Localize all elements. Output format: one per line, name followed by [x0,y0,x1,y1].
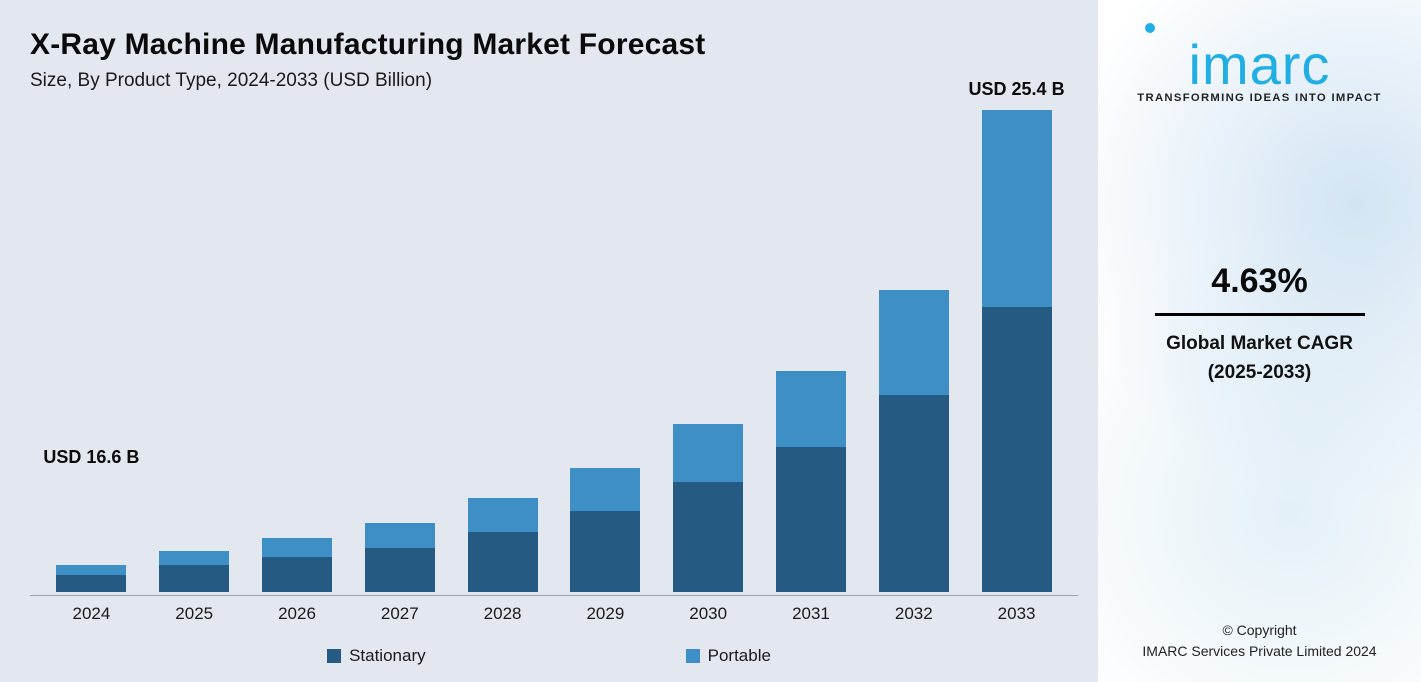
cagr-value: 4.63% [1098,262,1421,301]
bar-callout: USD 25.4 B [969,79,1065,100]
side-panel: imarc TRANSFORMING IDEAS INTO IMPACT 4.6… [1098,0,1421,682]
copyright-line1: © Copyright [1098,620,1421,641]
x-tick: 2025 [143,604,246,624]
legend-label-stationary: Stationary [349,646,426,666]
bar [262,431,332,592]
cagr-block: 4.63% Global Market CAGR (2025-2033) [1098,262,1421,387]
bar-segment-stationary [159,565,229,592]
bar [468,379,538,592]
bar-segment-stationary [982,307,1052,592]
x-tick: 2024 [40,604,143,624]
copyright: © Copyright IMARC Services Private Limit… [1098,620,1421,662]
cagr-label-2: (2025-2033) [1098,359,1421,388]
x-tick: 2032 [862,604,965,624]
bar-segment-portable [982,110,1052,307]
bar-slot [451,110,554,592]
bar [365,410,435,592]
bar-segment-portable [776,371,846,447]
bar [159,452,229,592]
bar [879,211,949,592]
bar-slot [554,110,657,592]
x-tick: 2033 [965,604,1068,624]
chart-subtitle: Size, By Product Type, 2024-2033 (USD Bi… [30,70,1078,92]
bar-segment-portable [159,551,229,565]
bar-slot [657,110,760,592]
bar-segment-stationary [262,557,332,592]
bar-segment-portable [365,523,435,547]
cagr-label-1: Global Market CAGR [1098,330,1421,359]
bar-segment-stationary [56,575,126,592]
bar-segment-portable [673,424,743,482]
bar-segment-stationary [673,482,743,592]
x-tick: 2030 [657,604,760,624]
bar-slot [348,110,451,592]
bar [56,478,126,592]
legend: Stationary Portable [0,646,1098,666]
x-tick: 2026 [246,604,349,624]
logo-tagline: TRANSFORMING IDEAS INTO IMPACT [1098,92,1421,104]
cagr-rule [1155,313,1365,316]
bar-slot: USD 25.4 B [965,110,1068,592]
bar [982,110,1052,592]
logo-text: imarc [1098,40,1421,90]
bar-slot [143,110,246,592]
legend-label-portable: Portable [708,646,771,666]
bar-segment-portable [262,538,332,557]
chart-title: X-Ray Machine Manufacturing Market Forec… [30,28,1078,62]
logo-dot-icon [1145,23,1155,33]
bar-slot [862,110,965,592]
bar-callout: USD 16.6 B [43,447,139,468]
legend-item-portable: Portable [686,646,771,666]
legend-swatch-portable [686,649,700,663]
bar-segment-portable [570,468,640,511]
bar-segment-portable [879,290,949,395]
bar-segment-portable [468,498,538,531]
bar-segment-stationary [776,447,846,592]
bar-segment-stationary [570,511,640,592]
x-tick: 2027 [348,604,451,624]
bar [673,307,743,592]
x-axis: 2024202520262027202820292030203120322033 [30,595,1078,624]
bar [570,347,640,592]
bar-segment-stationary [365,548,435,592]
bar [776,266,846,592]
plot-area: USD 16.6 B USD 25.4 B [30,110,1078,592]
x-tick: 2028 [451,604,554,624]
copyright-line2: IMARC Services Private Limited 2024 [1098,641,1421,662]
bar-segment-stationary [468,532,538,592]
bar-segment-portable [56,565,126,574]
bar-container: USD 16.6 B USD 25.4 B [30,110,1078,592]
x-tick: 2029 [554,604,657,624]
x-tick: 2031 [760,604,863,624]
legend-item-stationary: Stationary [327,646,426,666]
chart-panel: X-Ray Machine Manufacturing Market Forec… [0,0,1098,682]
bar-slot [760,110,863,592]
bar-slot [246,110,349,592]
bar-segment-stationary [879,395,949,592]
bar-slot: USD 16.6 B [40,110,143,592]
brand-logo: imarc TRANSFORMING IDEAS INTO IMPACT [1098,22,1421,104]
legend-swatch-stationary [327,649,341,663]
